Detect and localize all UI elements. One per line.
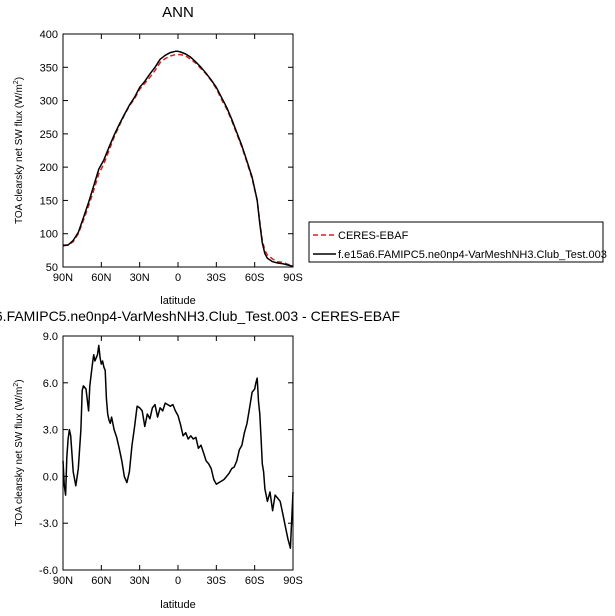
- series-line-model: [62, 50, 294, 268]
- y-axis-label: TOA clearsky net SW flux (W/m2): [13, 379, 25, 526]
- x-tick-label: 60S: [245, 272, 265, 284]
- y-tick-label: 300: [40, 96, 58, 108]
- chart-panel-mean: ANN 90N 60N 30N 0 30S 60S 90S 50 100 150 200 250 300…: [13, 4, 607, 307]
- legend-box: [308, 221, 604, 263]
- y-tick-label: 100: [40, 229, 58, 241]
- x-tick-label: 90S: [283, 575, 303, 587]
- legend-label-obs: CERES-EBAF: [338, 230, 409, 242]
- y-tick-label: 0.0: [43, 471, 58, 483]
- y-axis-label: TOA clearsky net SW flux (W/m2): [13, 77, 25, 224]
- x-tick-label: 30N: [130, 272, 150, 284]
- legend-label-model: f.e15a6.FAMIPC5.ne0np4-VarMeshNH3.Club_T…: [338, 249, 607, 261]
- y-tick-label: 350: [40, 62, 58, 74]
- x-tick-label: 30N: [130, 575, 150, 587]
- x-tick-label: 60N: [91, 575, 111, 587]
- y-tick-label: 3.0: [43, 425, 58, 437]
- x-tick-label: 60N: [91, 272, 111, 284]
- y-tick-label: -3.0: [39, 518, 58, 530]
- y-tick-label: 150: [40, 195, 58, 207]
- x-tick-label: 90N: [53, 575, 73, 587]
- x-tick-label: 90S: [283, 272, 303, 284]
- chart-panel-diff: f.e15a6.FAMIPC5.ne0np4-VarMeshNH3.Club_T…: [0, 308, 400, 611]
- series-line-obs: [63, 53, 294, 267]
- chart-title: ANN: [162, 4, 194, 21]
- plot-frame: [62, 33, 294, 268]
- x-tick-label: 30S: [207, 272, 227, 284]
- y-tick-label: 400: [40, 29, 58, 41]
- y-tick-label: -6.0: [39, 565, 58, 577]
- x-axis-label: latitude: [160, 599, 195, 611]
- y-tick-label: 6.0: [43, 378, 58, 390]
- series-line-model: [62, 344, 294, 549]
- plot-frame: [62, 335, 294, 571]
- x-axis-label: latitude: [160, 295, 195, 307]
- chart-title: f.e15a6.FAMIPC5.ne0np4-VarMeshNH3.Club_T…: [0, 308, 400, 324]
- x-tick-label: 90N: [53, 272, 73, 284]
- y-tick-label: 9.0: [43, 331, 58, 343]
- y-tick-label: 50: [46, 262, 58, 274]
- x-tick-label: 60S: [245, 575, 265, 587]
- y-tick-label: 250: [40, 129, 58, 141]
- x-tick-label: 0: [175, 575, 181, 587]
- x-tick-label: 30S: [207, 575, 227, 587]
- x-tick-label: 0: [175, 272, 181, 284]
- legend: CERES-EBAF f.e15a6.FAMIPC5.ne0np4-VarMes…: [308, 221, 607, 263]
- y-tick-label: 200: [40, 162, 58, 174]
